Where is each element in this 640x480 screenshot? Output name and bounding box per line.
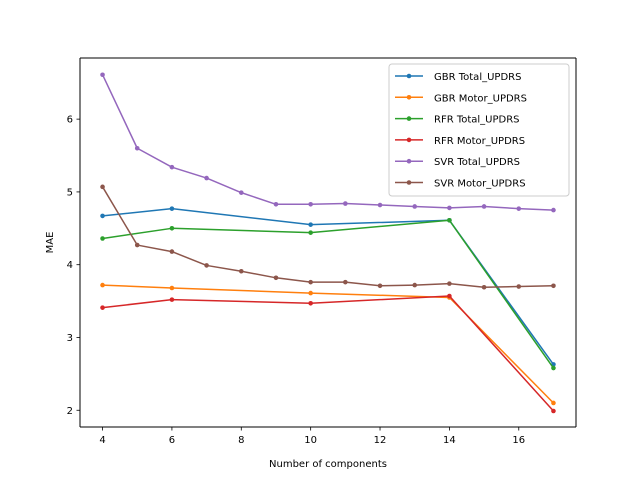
legend-label: GBR Total_UPDRS: [434, 72, 521, 83]
data-point-svr-total-updrs: [412, 204, 418, 209]
legend-box: [388, 63, 570, 197]
data-point-svr-motor-updrs: [516, 284, 522, 289]
series-svr-motor-updrs: [100, 184, 556, 290]
data-point-svr-motor-updrs: [134, 242, 140, 248]
data-point-svr-motor-updrs: [551, 283, 556, 289]
data-point-svr-motor-updrs: [447, 281, 452, 286]
data-point-svr-total-updrs: [377, 202, 383, 208]
data-point-svr-total-updrs: [204, 175, 209, 181]
legend-label: SVR Motor_UPDRS: [434, 179, 526, 190]
legend-item-rfr-total-updrs: RFR Total_UPDRS: [395, 115, 520, 126]
data-point-svr-motor-updrs: [100, 184, 105, 190]
legend-swatch-marker: [406, 116, 412, 121]
data-point-svr-motor-updrs: [204, 263, 209, 268]
data-point-svr-motor-updrs: [343, 279, 348, 285]
y-tick-label: 4: [67, 260, 73, 271]
data-point-svr-motor-updrs: [481, 284, 487, 290]
legend: GBR Total_UPDRS GBR Motor_UPDRS RFR Total_…: [388, 63, 570, 197]
data-point-svr-total-updrs: [516, 206, 522, 211]
legend-item-rfr-motor-updrs: RFR Motor_UPDRS: [395, 136, 525, 147]
series-rfr-motor-updrs: [100, 293, 556, 414]
x-axis-label: Number of components: [269, 459, 387, 470]
legend-swatch-marker: [406, 95, 412, 100]
legend-item-svr-total-updrs: SVR Total_UPDRS: [395, 157, 520, 168]
legend-label: RFR Total_UPDRS: [434, 115, 520, 126]
series-svr-total-updrs: [100, 72, 556, 213]
legend-swatch-marker: [406, 158, 412, 164]
data-point-svr-total-updrs: [481, 204, 487, 209]
data-point-svr-motor-updrs: [308, 279, 313, 285]
y-axis-ticks: 2 3 4 5 6: [67, 115, 80, 417]
series-layer: [100, 72, 556, 414]
data-point-rfr-total-updrs: [308, 230, 313, 235]
legend-label: GBR Motor_UPDRS: [434, 93, 527, 104]
data-point-svr-total-updrs: [169, 164, 175, 170]
data-point-gbr-motor-updrs: [551, 400, 556, 406]
x-axis-ticks: 4 6 8 10 12 14 16: [99, 427, 525, 446]
data-point-gbr-total-updrs: [100, 213, 105, 219]
data-point-rfr-motor-updrs: [447, 293, 452, 299]
data-point-rfr-motor-updrs: [308, 300, 313, 306]
x-tick-label: 14: [443, 435, 456, 446]
x-tick-label: 8: [238, 435, 244, 446]
legend-label: SVR Total_UPDRS: [434, 157, 520, 168]
legend-swatch-marker: [406, 180, 412, 185]
legend-item-gbr-motor-updrs: GBR Motor_UPDRS: [395, 93, 527, 104]
data-point-svr-motor-updrs: [412, 282, 418, 288]
data-point-rfr-total-updrs: [447, 218, 452, 223]
data-point-gbr-total-updrs: [308, 222, 313, 227]
data-point-svr-total-updrs: [100, 72, 105, 78]
data-point-svr-motor-updrs: [238, 268, 244, 274]
data-point-svr-total-updrs: [308, 201, 313, 207]
x-tick-label: 12: [374, 435, 387, 446]
legend-item-svr-motor-updrs: SVR Motor_UPDRS: [395, 179, 526, 190]
data-point-rfr-total-updrs: [100, 236, 105, 241]
data-point-svr-total-updrs: [134, 145, 140, 151]
data-point-svr-total-updrs: [447, 205, 452, 211]
x-tick-label: 16: [512, 435, 525, 446]
data-point-svr-total-updrs: [238, 190, 244, 195]
legend-swatch-marker: [406, 73, 412, 79]
y-tick-label: 6: [67, 115, 73, 126]
y-tick-label: 3: [67, 333, 73, 344]
series-line-svr-motor-updrs: [101, 186, 555, 289]
y-tick-label: 5: [67, 187, 73, 198]
data-point-svr-motor-updrs: [169, 249, 175, 254]
y-axis-label: MAE: [45, 232, 56, 254]
data-point-svr-motor-updrs: [273, 275, 279, 281]
data-point-rfr-motor-updrs: [169, 297, 175, 302]
legend-swatch-marker: [406, 137, 412, 143]
data-point-gbr-motor-updrs: [169, 285, 175, 291]
data-point-svr-total-updrs: [343, 201, 348, 206]
legend-label: RFR Motor_UPDRS: [434, 136, 525, 147]
x-tick-label: 10: [304, 435, 317, 446]
series-line-svr-total-updrs: [101, 73, 555, 211]
data-point-gbr-motor-updrs: [308, 290, 313, 296]
data-point-svr-motor-updrs: [377, 283, 383, 289]
data-point-rfr-motor-updrs: [551, 408, 556, 414]
data-point-svr-total-updrs: [551, 207, 556, 213]
x-tick-label: 4: [99, 435, 105, 446]
data-point-gbr-motor-updrs: [100, 282, 105, 288]
data-point-rfr-total-updrs: [169, 226, 175, 231]
x-tick-label: 6: [169, 435, 175, 446]
data-point-svr-total-updrs: [273, 201, 279, 207]
data-point-gbr-total-updrs: [169, 206, 175, 211]
y-tick-label: 2: [67, 406, 73, 417]
legend-item-gbr-total-updrs: GBR Total_UPDRS: [395, 72, 521, 83]
series-rfr-total-updrs: [100, 218, 556, 371]
data-point-rfr-motor-updrs: [100, 305, 105, 310]
data-point-rfr-total-updrs: [551, 365, 556, 371]
